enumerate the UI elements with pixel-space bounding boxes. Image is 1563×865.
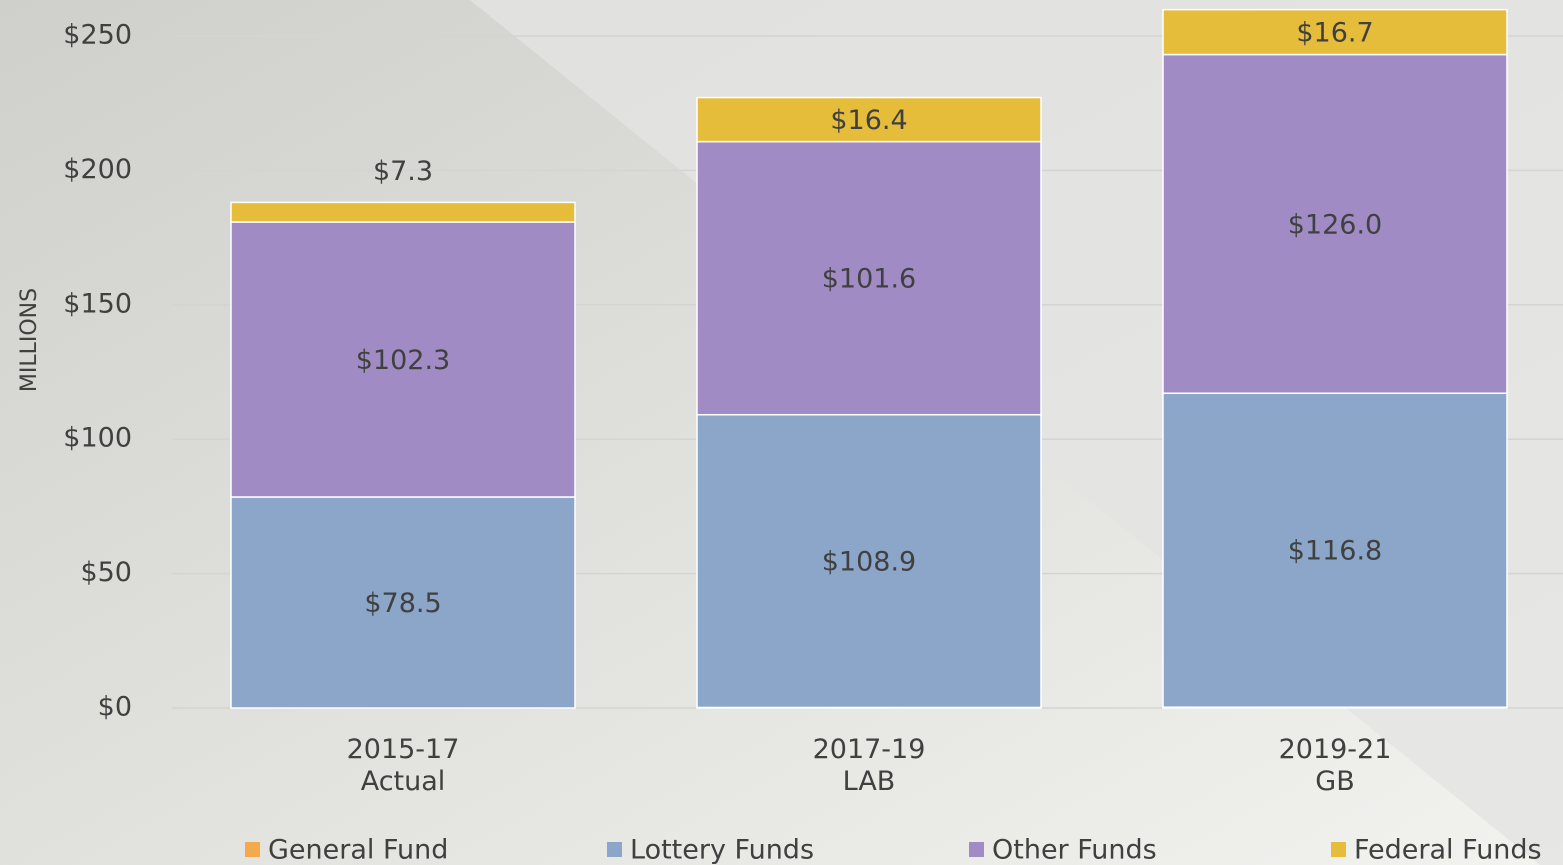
- data-label: $102.3: [356, 345, 450, 376]
- bar-segment: [696, 96, 1042, 143]
- bar-segment: [1162, 392, 1508, 708]
- legend-label: Other Funds: [992, 835, 1157, 865]
- data-label: $108.9: [822, 547, 916, 578]
- bar-segment: [230, 221, 576, 498]
- x-tick-label: 2019-21 GB: [1278, 734, 1392, 797]
- data-label: $7.3: [373, 156, 433, 187]
- data-label: $116.8: [1288, 536, 1382, 567]
- y-tick-label: $50: [80, 557, 132, 588]
- y-tick-label: $0: [98, 692, 132, 723]
- legend-swatch: [969, 842, 984, 857]
- x-tick-label: 2017-19 LAB: [812, 734, 926, 797]
- data-label: $78.5: [364, 588, 441, 619]
- data-label: $16.7: [1296, 18, 1373, 49]
- legend-swatch: [1331, 842, 1346, 857]
- bar-segment: [1162, 8, 1508, 56]
- data-label: $101.6: [822, 264, 916, 295]
- y-axis-label: MILLIONS: [17, 288, 42, 392]
- x-tick-label: 2015-17 Actual: [346, 734, 460, 797]
- legend-swatch: [245, 842, 260, 857]
- data-label: $16.4: [830, 105, 907, 136]
- y-tick-label: $150: [63, 288, 132, 319]
- bar-segment: [230, 496, 576, 709]
- data-label: $126.0: [1288, 209, 1382, 240]
- legend-label: Federal Funds: [1354, 835, 1542, 865]
- y-tick-label: $100: [63, 423, 132, 454]
- bar-segment: [230, 201, 576, 223]
- y-tick-label: $200: [63, 154, 132, 185]
- bar-segment: [696, 140, 1042, 416]
- legend-label: General Fund: [268, 835, 448, 865]
- legend-swatch: [607, 842, 622, 857]
- bar-segment: [1162, 53, 1508, 394]
- bar-segment: [696, 413, 1042, 709]
- y-tick-label: $250: [63, 20, 132, 51]
- legend-label: Lottery Funds: [630, 835, 814, 865]
